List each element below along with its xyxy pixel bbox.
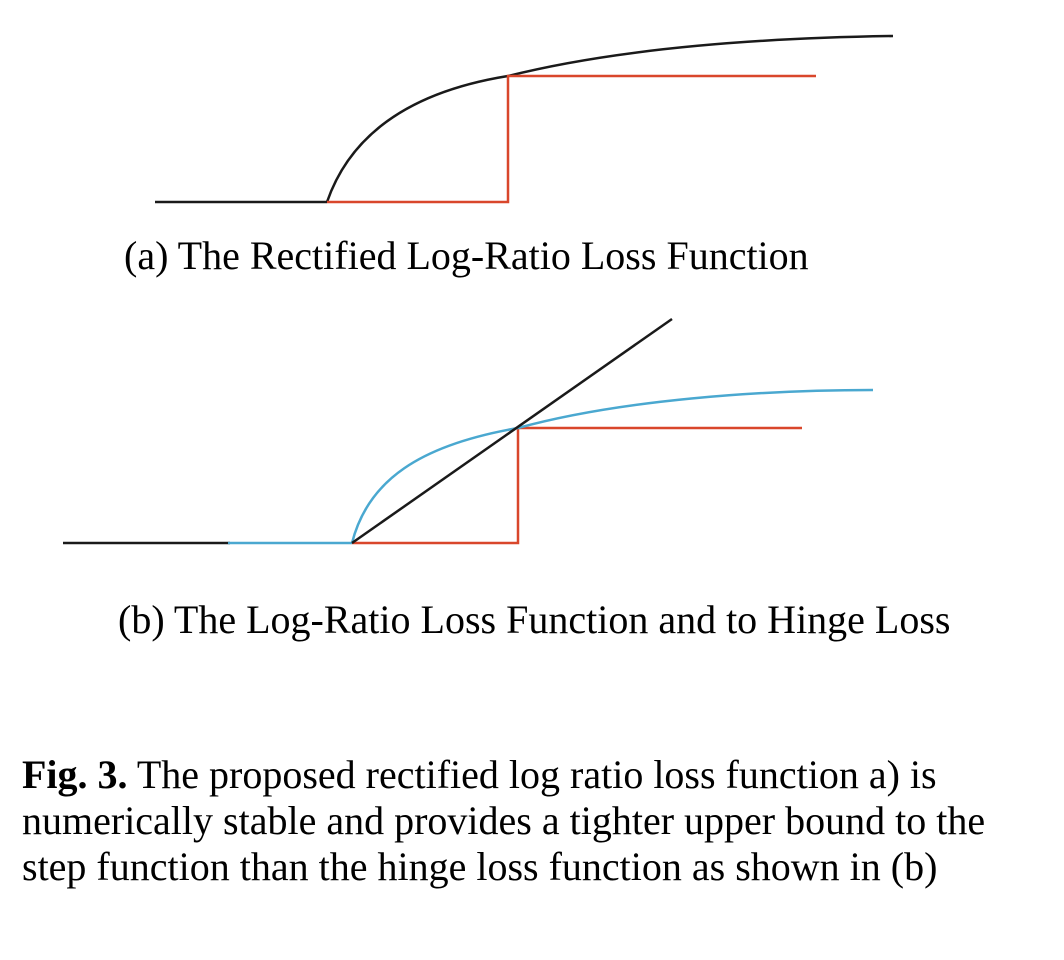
- subfigure-b-caption: (b) The Log-Ratio Loss Function and to H…: [118, 597, 951, 642]
- figure-caption: Fig. 3. The proposed rectified log ratio…: [22, 752, 1042, 890]
- figure-caption-text: The proposed rectified log ratio loss fu…: [22, 752, 986, 889]
- black-log-curve: [325, 34, 894, 203]
- plot-rectified-log-ratio: [155, 34, 894, 204]
- black-hinge-line: [351, 317, 673, 545]
- plot-log-ratio-hinge: [63, 317, 874, 545]
- figure-label: Fig. 3.: [22, 752, 128, 797]
- subfigure-a-caption: (a) The Rectified Log-Ratio Loss Functio…: [124, 233, 809, 278]
- red-step-function: [352, 426, 802, 545]
- blue-log-curve: [350, 388, 874, 544]
- red-step-function: [327, 74, 816, 204]
